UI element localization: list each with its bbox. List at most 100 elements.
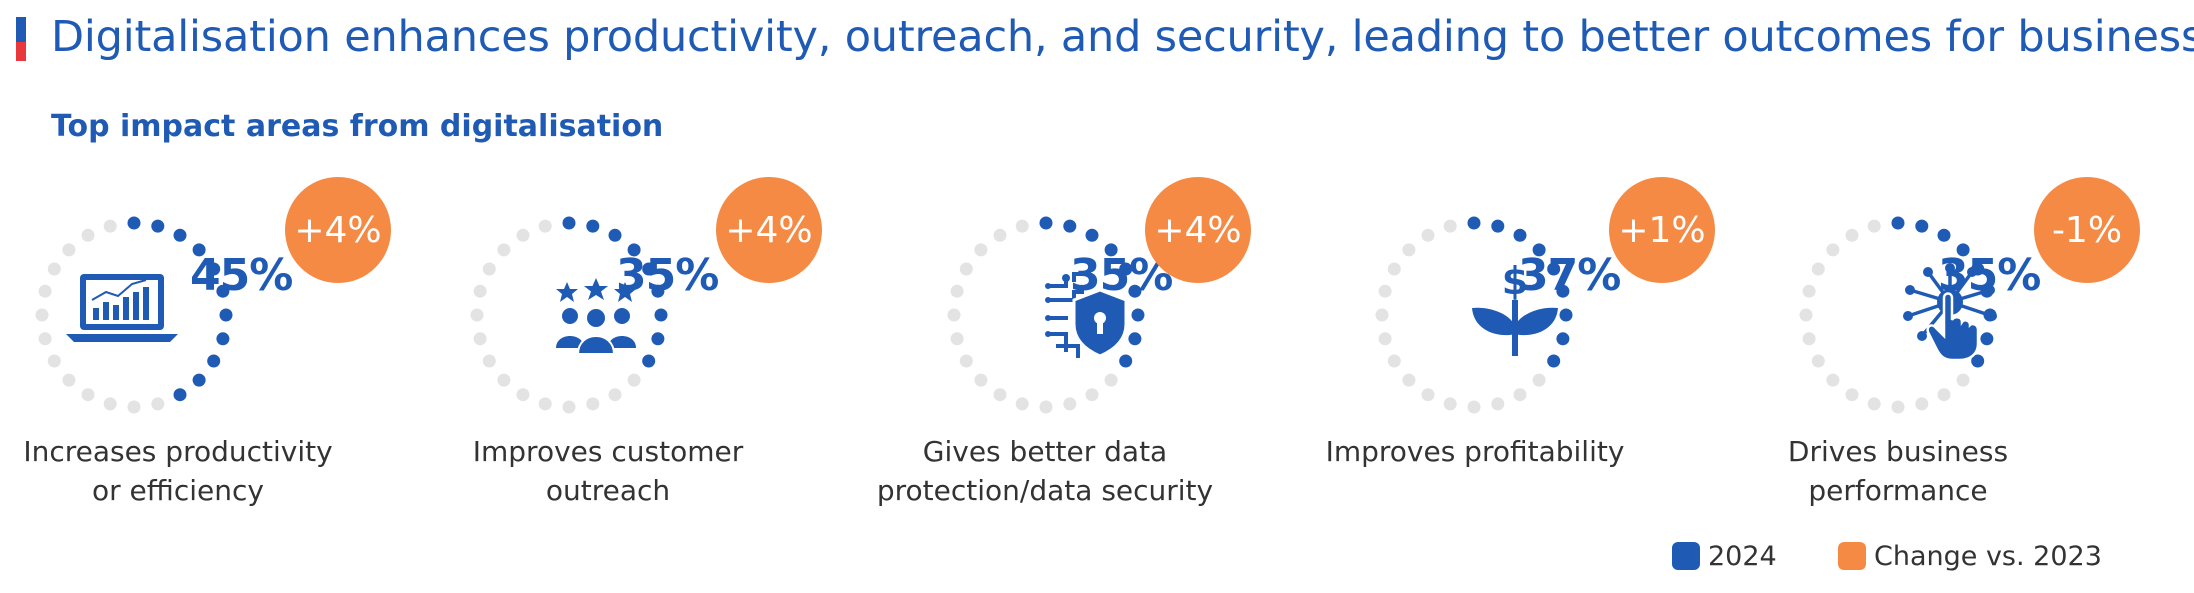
network-touch-icon [1900,262,2000,366]
category-label: Increases productivity or efficiency [23,435,333,507]
gauge-dot-filled [1039,216,1053,230]
gauge-dot-empty [47,262,61,276]
gauge-dot-filled [642,354,656,368]
value-2024-label: 35% [616,250,719,301]
gauge-dot-filled [651,284,665,298]
gauge-dot-empty [608,388,622,402]
gauge-dot-empty [1937,388,1951,402]
gauge-dot-empty [516,228,530,242]
legend-item-change: Change vs. 2023 [1838,540,2102,572]
change-vs-2023-badge: +4% [1145,177,1251,283]
change-vs-2023-badge: -1% [2034,177,2140,283]
gauge-dot-empty [62,243,76,257]
gauge-dot-filled [173,388,187,402]
gauge-dot-empty [81,388,95,402]
gauge-dot-empty [151,397,165,411]
gauge-dot-empty [1375,308,1389,322]
legend-swatch-change [1838,542,1866,570]
gauge-dot-empty [35,308,49,322]
laptop-chart-icon [62,270,182,354]
gauge-dot-empty [1378,284,1392,298]
gauge-dot-filled [1513,228,1527,242]
gauge-dot-empty [482,262,496,276]
gauge-dot-empty [1826,243,1840,257]
gauge-dot-empty [586,397,600,411]
gauge-dot-empty [473,284,487,298]
gauge-dot-empty [103,397,117,411]
gauge-dot-empty [516,388,530,402]
gauge-dot-empty [1467,400,1481,414]
legend-item-2024: 2024 [1672,540,1777,572]
gauge-dot-empty [1811,262,1825,276]
gauge-dot-empty [1867,397,1881,411]
gauge-dot-empty [81,228,95,242]
gauge-dot-filled [1119,262,1133,276]
gauge-dot-filled [642,262,656,276]
gauge-dot-empty [1063,397,1077,411]
category-label: Improves profitability [1325,435,1625,468]
gauge-dot-filled [1085,228,1099,242]
change-vs-2023-badge: +4% [716,177,822,283]
gauge-dot-empty [947,308,961,322]
gauge-dot-empty [974,373,988,387]
gauge-dot-filled [562,216,576,230]
gauge-dot-empty [470,308,484,322]
gauge-dot-filled [1119,354,1133,368]
gauge-dot-empty [1915,397,1929,411]
gauge-dot-empty [103,219,117,233]
gauge-dot-empty [1378,332,1392,346]
gauge-dot-empty [482,354,496,368]
gauge-dot-empty [1015,219,1029,233]
gauge-dot-empty [1799,308,1813,322]
gauge-dot-empty [1443,397,1457,411]
gauge-dot-filled [216,332,230,346]
gauge-dot-filled [1980,332,1994,346]
gauge-dot-filled [1547,354,1561,368]
gauge-dot-filled [1104,243,1118,257]
gauge-dot-empty [1811,354,1825,368]
gauge-dot-empty [1491,397,1505,411]
gauge-dot-filled [627,243,641,257]
gauge-dot-filled [1556,284,1570,298]
gauge-dot-empty [62,373,76,387]
gauge-dot-filled [127,216,141,230]
value-2024-label: 35% [1938,250,2041,301]
legend-label-2024: 2024 [1708,540,1777,572]
gauge-dot-filled [1556,332,1570,346]
gauge-dot-empty [1867,219,1881,233]
gauge-dot-empty [497,243,511,257]
gauge-dot-empty [974,243,988,257]
gauge-dot-filled [216,284,230,298]
gauge-dot-filled [1891,216,1905,230]
gauge-dot-empty [1421,228,1435,242]
title-accent-bar [16,17,26,61]
value-2024-label: 45% [190,250,293,301]
gauge-dot-filled [1971,354,1985,368]
gauge-dot-filled [1467,216,1481,230]
gauge-dot-filled [207,354,221,368]
gauge-dot-filled [1491,219,1505,233]
gauge-dot-empty [950,332,964,346]
gauge-dot-empty [38,332,52,346]
gauge-dot-empty [1104,373,1118,387]
gauge-dot-filled [192,373,206,387]
gauge-dot-filled [1956,243,1970,257]
gauge-dot-empty [1845,388,1859,402]
gauge-dot-empty [627,373,641,387]
gauge-dot-empty [1015,397,1029,411]
gauge-dot-empty [473,332,487,346]
gauge-dot-filled [1532,243,1546,257]
gauge-dot-empty [1443,219,1457,233]
customers-stars-icon [553,278,639,362]
gauge-dot-filled [1063,219,1077,233]
gauge-dot-empty [1039,400,1053,414]
gauge-dot-empty [959,262,973,276]
gauge-dot-empty [959,354,973,368]
gauge-dot-filled [207,262,221,276]
gauge-dot-empty [47,354,61,368]
gauge-dot-empty [993,228,1007,242]
